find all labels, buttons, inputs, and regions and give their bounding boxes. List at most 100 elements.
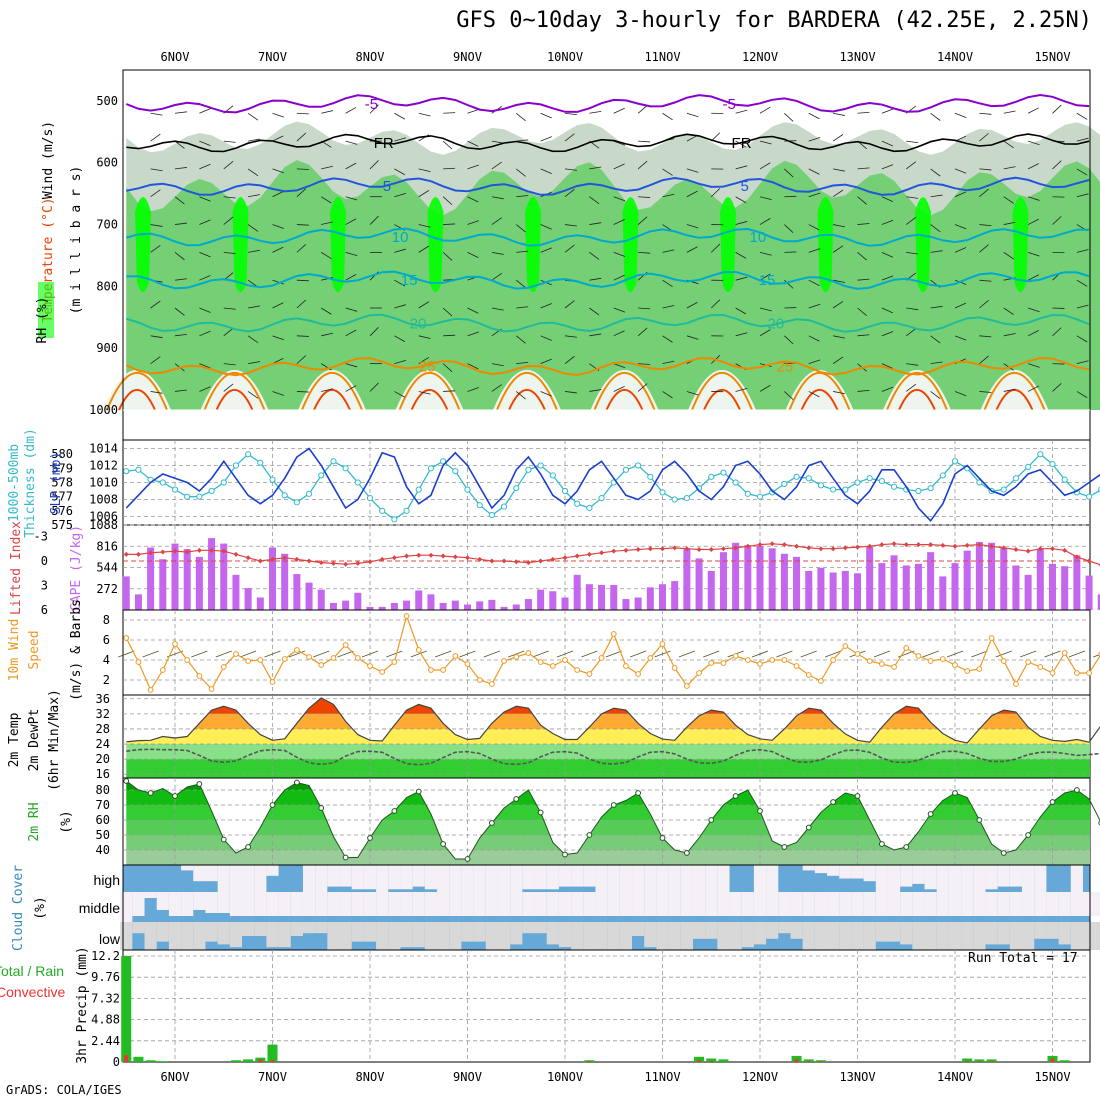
cloud-cell-middle xyxy=(1095,892,1100,916)
cape-bar xyxy=(671,581,679,610)
rh-plume xyxy=(622,197,639,293)
wind-barb xyxy=(199,196,211,202)
cloud-cell-low xyxy=(717,922,730,950)
cloud-cell-high xyxy=(632,865,645,892)
cape-bar xyxy=(354,592,362,610)
thickness-point xyxy=(622,466,630,473)
wind-barb xyxy=(516,250,529,253)
cape-bar xyxy=(1012,565,1020,610)
cloud-cell-middle xyxy=(997,892,1010,916)
wind-speed-point xyxy=(708,660,715,666)
thickness-point xyxy=(817,482,825,489)
wind-barb xyxy=(443,390,456,392)
cape-bar xyxy=(878,563,886,610)
rh-point xyxy=(1049,799,1056,805)
cloud-cell-high xyxy=(814,865,828,874)
wind-barb xyxy=(686,112,699,118)
lifted-index-point xyxy=(184,549,190,555)
cloud-cell-low xyxy=(510,922,523,945)
wind-barb xyxy=(954,391,967,397)
rh-point xyxy=(293,779,300,786)
rh-plume xyxy=(817,197,834,293)
isotherm-label: FR xyxy=(732,135,752,152)
cloud-cell-middle xyxy=(229,892,243,916)
wind-barb xyxy=(515,279,526,289)
wind-speed-point xyxy=(257,657,264,663)
cape-bar xyxy=(805,570,813,610)
cloud-cell-middle xyxy=(741,892,754,916)
cloud-cell-high xyxy=(973,865,986,892)
wind-barb xyxy=(1027,107,1039,114)
time-label-bottom: 11NOV xyxy=(644,1070,680,1084)
wind-barb xyxy=(150,335,163,339)
wind-barb-10m xyxy=(922,650,939,658)
wind-barb xyxy=(247,224,259,232)
thickness-tick-label: 575 xyxy=(51,518,73,532)
cloud-cell-middle xyxy=(339,892,352,916)
cloud-cell-high xyxy=(851,865,864,879)
rh-point xyxy=(683,850,690,856)
wind-barb xyxy=(272,335,284,341)
wind-barb xyxy=(467,387,479,392)
wind-barb xyxy=(564,355,575,364)
cloud-cell-middle xyxy=(412,892,425,916)
rh-point xyxy=(1073,787,1080,793)
precip-tick-label: 4.88 xyxy=(91,1013,120,1027)
wind-barb xyxy=(954,302,967,309)
wind-barb xyxy=(223,327,234,337)
temp-band xyxy=(126,728,1090,745)
wind-barb xyxy=(857,390,870,392)
wind-speed-point xyxy=(318,662,325,668)
cloud-cell-high xyxy=(1009,865,1023,887)
cloud-cell-low xyxy=(242,922,255,936)
wind-barb xyxy=(540,136,552,142)
precip-total-bar xyxy=(133,1056,144,1062)
wind-barb-10m xyxy=(751,650,769,658)
wind-barb-10m xyxy=(946,650,964,658)
lifted-index-point xyxy=(879,542,885,548)
wind-barb xyxy=(979,168,992,171)
wind-barb xyxy=(394,391,406,398)
wind-barb xyxy=(613,163,625,170)
wind-barb xyxy=(150,112,163,116)
wind-barb xyxy=(199,140,211,146)
wind-barb xyxy=(930,194,943,198)
wind-barb xyxy=(589,222,602,225)
wind-speed-point xyxy=(513,654,520,660)
wind-barb xyxy=(1003,196,1014,204)
rh-point xyxy=(927,811,934,817)
wind-barb xyxy=(832,356,844,364)
wind-barb xyxy=(881,196,894,202)
cloud-cell-high xyxy=(1034,865,1047,892)
precip-total-bar xyxy=(230,1060,241,1062)
wind-barb-10m xyxy=(629,650,647,658)
precip-total-bar xyxy=(962,1058,973,1062)
cloud-cell-high xyxy=(924,865,937,890)
wind-barb xyxy=(442,363,453,372)
wind-barb xyxy=(1003,307,1014,316)
time-label-top: 8NOV xyxy=(356,50,385,64)
wind-barb xyxy=(881,363,894,369)
wind-barb-10m xyxy=(873,650,891,658)
wind-barb xyxy=(272,279,284,285)
wind-barb xyxy=(784,224,794,234)
lifted-index-point xyxy=(135,551,141,557)
isotherm-30-dome xyxy=(898,389,936,411)
thickness-point xyxy=(379,507,386,514)
lifted-index-point xyxy=(343,561,349,567)
wind-barb xyxy=(321,332,334,337)
cape-bar xyxy=(195,556,203,610)
rh-point xyxy=(1000,850,1007,856)
cape-bar xyxy=(500,606,508,610)
cloud-cell-high xyxy=(376,865,389,892)
time-label-top: 6NOV xyxy=(161,50,190,64)
time-label-bottom: 7NOV xyxy=(258,1070,287,1084)
wind-speed-point xyxy=(586,671,593,677)
lifted-index-point xyxy=(891,541,897,547)
cloud-cell-middle xyxy=(1009,892,1023,916)
wind-barb xyxy=(906,328,917,337)
precip-tick-label: 2.44 xyxy=(91,1034,120,1048)
thickness-point xyxy=(171,486,179,493)
cape-bar xyxy=(988,542,996,610)
wind-barb xyxy=(467,307,479,314)
